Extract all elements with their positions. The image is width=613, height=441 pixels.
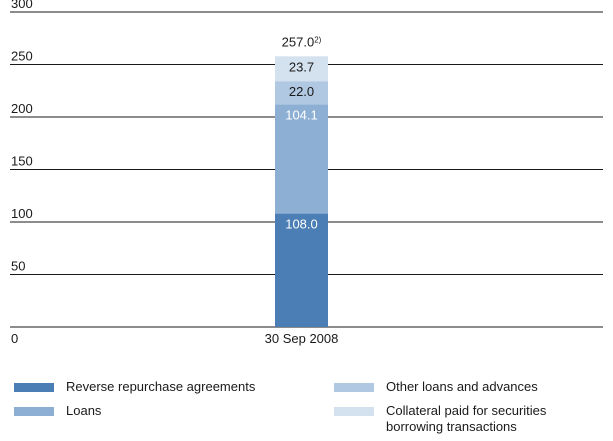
data-label: 23.7	[289, 59, 314, 74]
y-tick-label: 50	[11, 259, 25, 274]
data-label: 108.0	[285, 217, 318, 232]
x-tick-label: 30 Sep 2008	[265, 331, 339, 346]
bar-segment	[275, 213, 328, 327]
bar-segments	[275, 56, 328, 327]
data-label: 104.1	[285, 107, 318, 122]
data-labels: 108.0 104.1 22.0 23.7	[285, 59, 318, 231]
y-tick-label: 300	[11, 0, 33, 11]
y-tick-label: 200	[11, 101, 33, 116]
bar-segment	[275, 81, 328, 105]
y-tick-label: 150	[11, 154, 33, 169]
bar-segment	[275, 56, 328, 82]
total-footnote: 2)	[314, 35, 321, 44]
bar-segment	[275, 104, 328, 214]
data-label: 22.0	[289, 84, 314, 99]
total-value: 257.0	[282, 34, 315, 49]
y-tick-label: 250	[11, 49, 33, 64]
y-tick-label: 0	[11, 331, 18, 346]
y-tick-label: 100	[11, 206, 33, 221]
total-label: 257.02)	[282, 34, 322, 49]
